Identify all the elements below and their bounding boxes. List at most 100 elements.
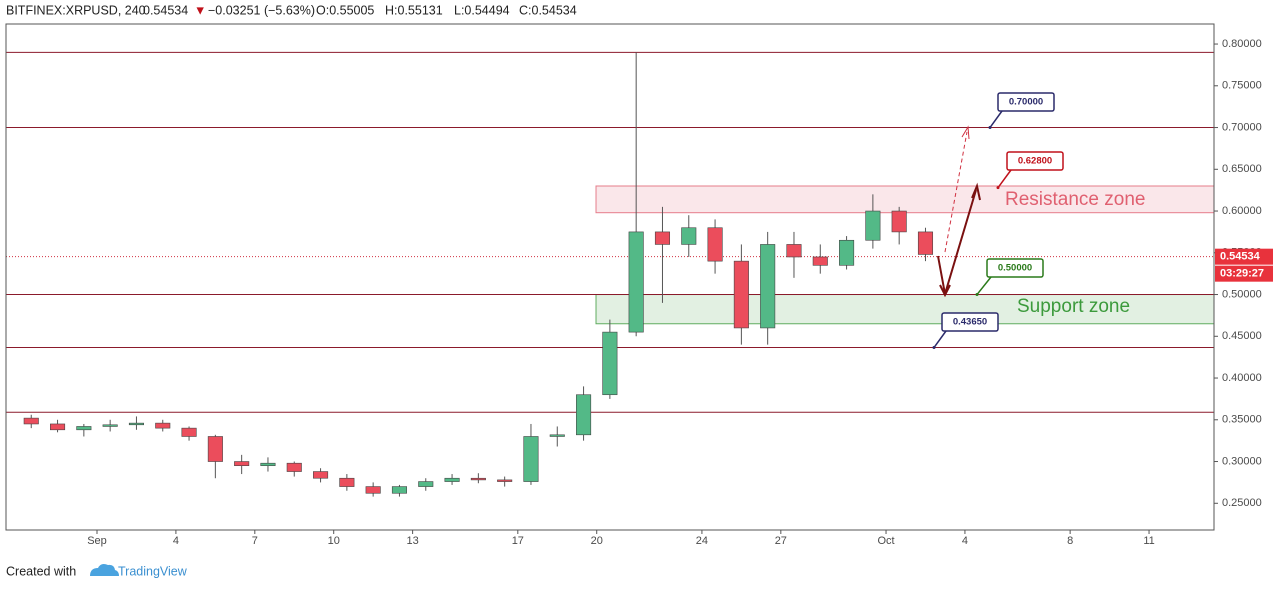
candle-body bbox=[602, 331, 618, 396]
countdown-tag bbox=[1215, 265, 1273, 282]
candle-body bbox=[234, 461, 250, 467]
zone-label: Support zone bbox=[1017, 296, 1130, 317]
callout-box bbox=[986, 258, 1044, 278]
ohlc-close: C:0.54534 bbox=[519, 3, 577, 17]
candle-body bbox=[365, 486, 381, 494]
callout-label: 0.50000 bbox=[998, 263, 1032, 274]
candle-body bbox=[917, 231, 934, 255]
callout-label: 0.62800 bbox=[1018, 156, 1052, 167]
candle-body bbox=[155, 422, 171, 429]
y-tick-label: 0.35000 bbox=[1222, 414, 1262, 426]
candle-body bbox=[733, 260, 749, 329]
x-tick-label: Sep bbox=[87, 535, 107, 547]
x-tick-label: 11 bbox=[1143, 535, 1154, 547]
callout-anchor bbox=[932, 346, 936, 350]
candle-body bbox=[260, 462, 276, 467]
y-tick-label: 0.80000 bbox=[1222, 38, 1262, 50]
candle-body bbox=[523, 436, 539, 482]
candle-body bbox=[444, 477, 460, 482]
callout-pointer bbox=[997, 169, 1012, 189]
x-tick-label: 7 bbox=[252, 535, 258, 547]
symbol: BITFINEX:XRPUSD, 240 bbox=[6, 3, 146, 17]
y-tick-label: 0.60000 bbox=[1222, 205, 1262, 217]
callout-pointer bbox=[976, 276, 992, 296]
callout-label: 0.70000 bbox=[1009, 97, 1043, 108]
countdown-label: 03:29:27 bbox=[1220, 268, 1264, 280]
projection-arrows bbox=[937, 125, 981, 298]
callout-pointer bbox=[933, 330, 947, 348]
candle-body bbox=[654, 231, 671, 245]
callout-box bbox=[997, 92, 1055, 112]
candle-body bbox=[50, 423, 66, 431]
candle-body bbox=[102, 424, 118, 427]
arrow-head bbox=[971, 182, 981, 201]
zone-label: Resistance zone bbox=[1005, 189, 1145, 210]
last-price: 0.54534 bbox=[143, 3, 188, 17]
candle-body bbox=[286, 462, 302, 472]
last-price-tag bbox=[1215, 248, 1273, 265]
x-tick-label: 10 bbox=[328, 535, 340, 547]
callout-anchor bbox=[996, 186, 1000, 190]
zone bbox=[595, 185, 1215, 214]
candle-body bbox=[207, 436, 223, 462]
candle-body bbox=[760, 244, 776, 329]
ohlc-low: L:0.54494 bbox=[454, 3, 510, 17]
candle-body bbox=[812, 256, 828, 266]
y-tick-label: 0.40000 bbox=[1222, 372, 1262, 384]
last-price-label: 0.54534 bbox=[1220, 251, 1261, 263]
candle-body bbox=[628, 231, 644, 333]
y-tick-label: 0.75000 bbox=[1222, 80, 1262, 92]
ohlc-open: O:0.55005 bbox=[316, 3, 374, 17]
arrow-head bbox=[961, 125, 970, 140]
candle-body bbox=[707, 227, 723, 262]
candle-body bbox=[128, 422, 144, 426]
callout-label: 0.43650 bbox=[953, 317, 987, 328]
x-tick-label: 27 bbox=[775, 535, 787, 547]
footer-text: Created with bbox=[6, 564, 76, 578]
candle-body bbox=[497, 479, 513, 482]
change-arrow: ▼ bbox=[194, 3, 206, 17]
dashed-arrow bbox=[944, 131, 968, 253]
x-tick-label: 8 bbox=[1067, 535, 1073, 547]
y-tick-label: 0.70000 bbox=[1222, 121, 1262, 133]
candle-body bbox=[339, 477, 355, 487]
arrow-head bbox=[939, 284, 951, 298]
levels bbox=[6, 51, 1214, 413]
candle-body bbox=[23, 417, 39, 425]
y-tick-label: 0.50000 bbox=[1222, 288, 1262, 300]
callouts: 0.70000 0.62800 0.50000 0.43650 bbox=[932, 92, 1064, 350]
callout-anchor bbox=[975, 293, 979, 297]
x-tick-label: 4 bbox=[962, 535, 968, 547]
candle-body bbox=[681, 227, 697, 245]
ohlc-high: H:0.55131 bbox=[385, 3, 443, 17]
callout-pointer bbox=[989, 110, 1003, 128]
x-tick-label: 4 bbox=[173, 535, 179, 547]
candle-body bbox=[418, 481, 434, 487]
x-tick-label: 17 bbox=[512, 535, 524, 547]
candle-body bbox=[76, 426, 92, 431]
y-tick-label: 0.65000 bbox=[1222, 163, 1262, 175]
candle-body bbox=[891, 210, 907, 233]
candles bbox=[23, 52, 934, 497]
time-axis: Sep 4 7 10 13 17 20 24 27 Oct 4 8 11 bbox=[87, 530, 1155, 547]
brand-logo bbox=[90, 564, 119, 576]
x-tick-label: 13 bbox=[406, 535, 418, 547]
y-tick-label: 0.45000 bbox=[1222, 330, 1262, 342]
price-axis: 0.25000 0.30000 0.35000 0.40000 0.45000 0.500… bbox=[1214, 38, 1273, 509]
brand-link[interactable]: TradingView bbox=[118, 564, 188, 578]
x-tick-label: 24 bbox=[696, 535, 708, 547]
candle-body bbox=[576, 394, 592, 436]
callout-anchor bbox=[988, 126, 992, 130]
candle-body bbox=[470, 477, 486, 481]
y-tick-label: 0.30000 bbox=[1222, 455, 1262, 467]
callout-box bbox=[941, 312, 999, 332]
y-tick-label: 0.25000 bbox=[1222, 497, 1262, 509]
candle-body bbox=[865, 210, 881, 241]
candle-body bbox=[786, 244, 802, 258]
x-tick-label: 20 bbox=[591, 535, 603, 547]
candle-body bbox=[181, 427, 197, 437]
candle-body bbox=[313, 471, 329, 479]
callout-box bbox=[1006, 151, 1064, 171]
